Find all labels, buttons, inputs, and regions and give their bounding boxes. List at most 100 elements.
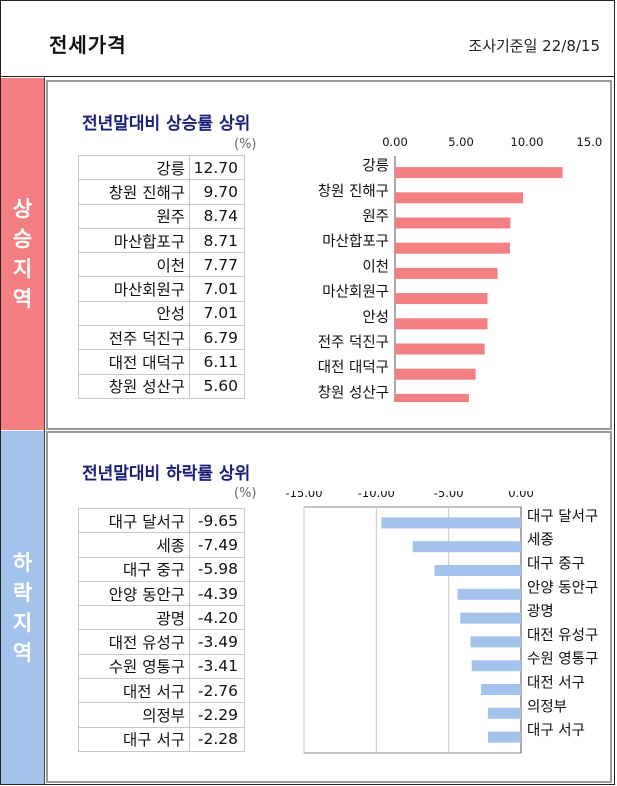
table-row: 의정부 -2.29 [78, 702, 245, 728]
category-label: 창원 진해구 [318, 183, 389, 200]
bar [395, 217, 511, 229]
tick-label: -10.00 [358, 491, 395, 500]
change-rate: -3.41 [189, 653, 245, 680]
table-row: 이천 7.77 [78, 252, 245, 278]
change-rate: 7.77 [189, 252, 245, 278]
bar [412, 541, 521, 553]
divider [44, 77, 45, 785]
table-row: 대전 대덕구 6.11 [78, 349, 245, 375]
table-row: 창원 성산구 5.60 [78, 373, 245, 399]
table-row: 강릉 12.70 [78, 154, 245, 181]
survey-date: 조사기준일 22/8/15 [468, 37, 600, 55]
category-label: 대구 달서구 [527, 508, 598, 525]
rise-table: 강릉 12.70 창원 진해구 9.70 원주 8.74 마산합포구 8.71 이천 7.77 마산… [78, 154, 245, 399]
change-rate: -4.39 [189, 580, 245, 607]
region-name: 전주 덕진구 [78, 325, 190, 351]
category-label: 의정부 [527, 698, 567, 715]
tick-label: 15.00 [577, 135, 603, 149]
change-rate: -9.65 [189, 507, 245, 534]
change-rate: 8.74 [189, 203, 245, 229]
bar [395, 167, 563, 179]
tick-label: 5.00 [448, 135, 474, 149]
tick-label: -15.00 [285, 491, 322, 500]
change-rate: 6.79 [189, 325, 245, 351]
region-name: 대전 서구 [78, 678, 190, 704]
change-rate: 12.70 [189, 154, 245, 181]
table-row: 창원 진해구 9.70 [78, 179, 245, 205]
region-name: 마산회원구 [78, 276, 190, 302]
bar [457, 588, 521, 600]
fall-table: 대구 달서구 -9.65 세종 -7.49 대구 중구 -5.98 안양 동안구 -4.39 광… [78, 507, 245, 752]
region-name: 대구 서구 [78, 726, 190, 752]
region-name: 세종 [78, 532, 190, 558]
region-name: 창원 진해구 [78, 179, 190, 205]
bar [434, 565, 521, 576]
category-label: 창원 성산구 [318, 384, 389, 401]
category-label: 대구 서구 [527, 722, 585, 739]
change-rate: -2.29 [189, 702, 245, 728]
side-label-rise-char: 상 [12, 197, 33, 221]
category-label: 이천 [362, 258, 389, 275]
change-rate: 5.60 [189, 373, 245, 399]
change-rate: 7.01 [189, 276, 245, 302]
category-label: 대전 유성구 [527, 627, 598, 644]
tick-label: 0.00 [508, 491, 534, 500]
category-label: 대구 중구 [527, 556, 585, 573]
bar [395, 343, 485, 355]
side-label-rise: 상 승 지 역 [1, 78, 44, 430]
side-label-rise-char: 지 [12, 257, 33, 281]
bar [470, 636, 521, 648]
bar [395, 293, 488, 305]
category-label: 전주 덕진구 [318, 334, 389, 351]
region-name: 대구 달서구 [78, 507, 190, 534]
side-label-fall-char: 지 [12, 610, 33, 635]
table-row: 수원 영통구 -3.41 [78, 653, 245, 680]
region-name: 대전 대덕구 [78, 349, 190, 375]
category-label: 광명 [527, 603, 554, 620]
region-name: 마산합포구 [78, 227, 190, 254]
category-label: 안양 동안구 [527, 579, 598, 596]
category-label: 대전 대덕구 [318, 359, 389, 376]
bar [395, 242, 510, 254]
table-row: 안성 7.01 [78, 300, 245, 327]
table-row: 대구 중구 -5.98 [78, 556, 245, 582]
table-row: 원주 8.74 [78, 203, 245, 229]
bar [381, 517, 521, 529]
category-label: 안성 [362, 309, 389, 326]
table-row: 대전 서구 -2.76 [78, 678, 245, 704]
bar [395, 267, 498, 279]
side-label-fall-char: 역 [12, 640, 33, 665]
bar [481, 684, 521, 695]
fall-unit: (%) [234, 486, 257, 501]
rise-panel: 전년말대비 상승률 상위 (%) 강릉 12.70 창원 진해구 9.70 원주 8.74… [46, 80, 612, 430]
category-label: 수원 영통구 [527, 651, 598, 668]
table-row: 전주 덕진구 6.79 [78, 325, 245, 351]
bar [488, 731, 521, 743]
tick-label: 10.00 [511, 135, 544, 149]
bar [460, 612, 521, 624]
fall-panel: 전년말대비 하락률 상위 (%) 대구 달서구 -9.65 세종 -7.49 대구 중구… [46, 431, 612, 783]
bar [487, 707, 521, 719]
bar [395, 368, 476, 380]
change-rate: 9.70 [189, 179, 245, 205]
category-label: 강릉 [362, 158, 389, 175]
bar [471, 660, 521, 672]
category-label: 마산합포구 [322, 233, 389, 250]
change-rate: -3.49 [189, 629, 245, 655]
region-name: 대전 유성구 [78, 629, 190, 655]
table-row: 대구 서구 -2.28 [78, 726, 245, 752]
change-rate: -5.98 [189, 556, 245, 582]
table-row: 대전 유성구 -3.49 [78, 629, 245, 655]
table-row: 세종 -7.49 [78, 532, 245, 558]
rise-unit: (%) [234, 137, 257, 152]
table-row: 대구 달서구 -9.65 [78, 507, 245, 534]
fall-title: 전년말대비 하락률 상위 [82, 464, 251, 484]
table-row: 마산회원구 7.01 [78, 276, 245, 302]
change-rate: -7.49 [189, 532, 245, 558]
content-frame [0, 76, 615, 785]
category-label: 원주 [362, 208, 389, 225]
region-name: 수원 영통구 [78, 653, 190, 680]
region-name: 강릉 [78, 154, 190, 181]
